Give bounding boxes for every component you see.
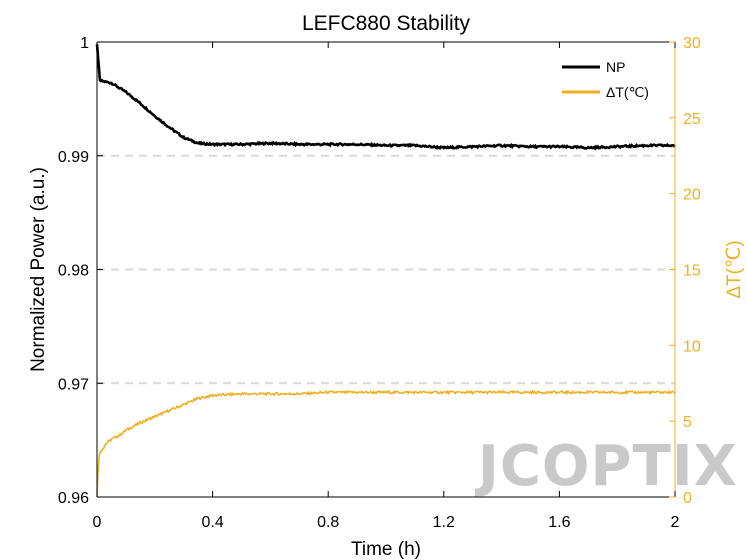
x-tick-label: 0.8 <box>317 514 339 531</box>
x-tick-label: 1.6 <box>548 514 570 531</box>
y-tick-label: 0.97 <box>58 376 89 393</box>
y-tick-label: 0.98 <box>58 263 89 280</box>
y2-axis-label: ΔT(℃) <box>724 240 745 298</box>
legend-label-np: NP <box>606 59 625 75</box>
y-tick-label: 0.99 <box>58 149 89 166</box>
series-line-dt <box>96 389 676 498</box>
y-tick-label: 1 <box>80 35 89 52</box>
y2-tick-label: 15 <box>683 263 701 280</box>
y2-tick-label: 25 <box>683 111 701 128</box>
x-tick-label: 0 <box>93 514 102 531</box>
x-tick-label: 1.2 <box>433 514 455 531</box>
y-tick-label: 0.96 <box>58 490 89 507</box>
x-tick-label: 0.4 <box>201 514 223 531</box>
y2-tick-label: 30 <box>683 35 701 52</box>
y2-tick-label: 0 <box>683 490 692 507</box>
legend-label-dt: ΔT(℃) <box>606 84 649 100</box>
chart-title: LEFC880 Stability <box>302 12 471 35</box>
y2-tick-label: 20 <box>683 187 701 204</box>
y2-tick-label: 5 <box>683 414 692 431</box>
series-line-np <box>95 44 677 151</box>
x-axis-label: Time (h) <box>351 539 421 560</box>
watermark-logo: JCOPTIX <box>474 434 738 499</box>
y-axis-label: Normalized Power (a.u.) <box>28 167 49 372</box>
y2-tick-label: 10 <box>683 338 701 355</box>
x-tick-label: 2 <box>671 514 680 531</box>
